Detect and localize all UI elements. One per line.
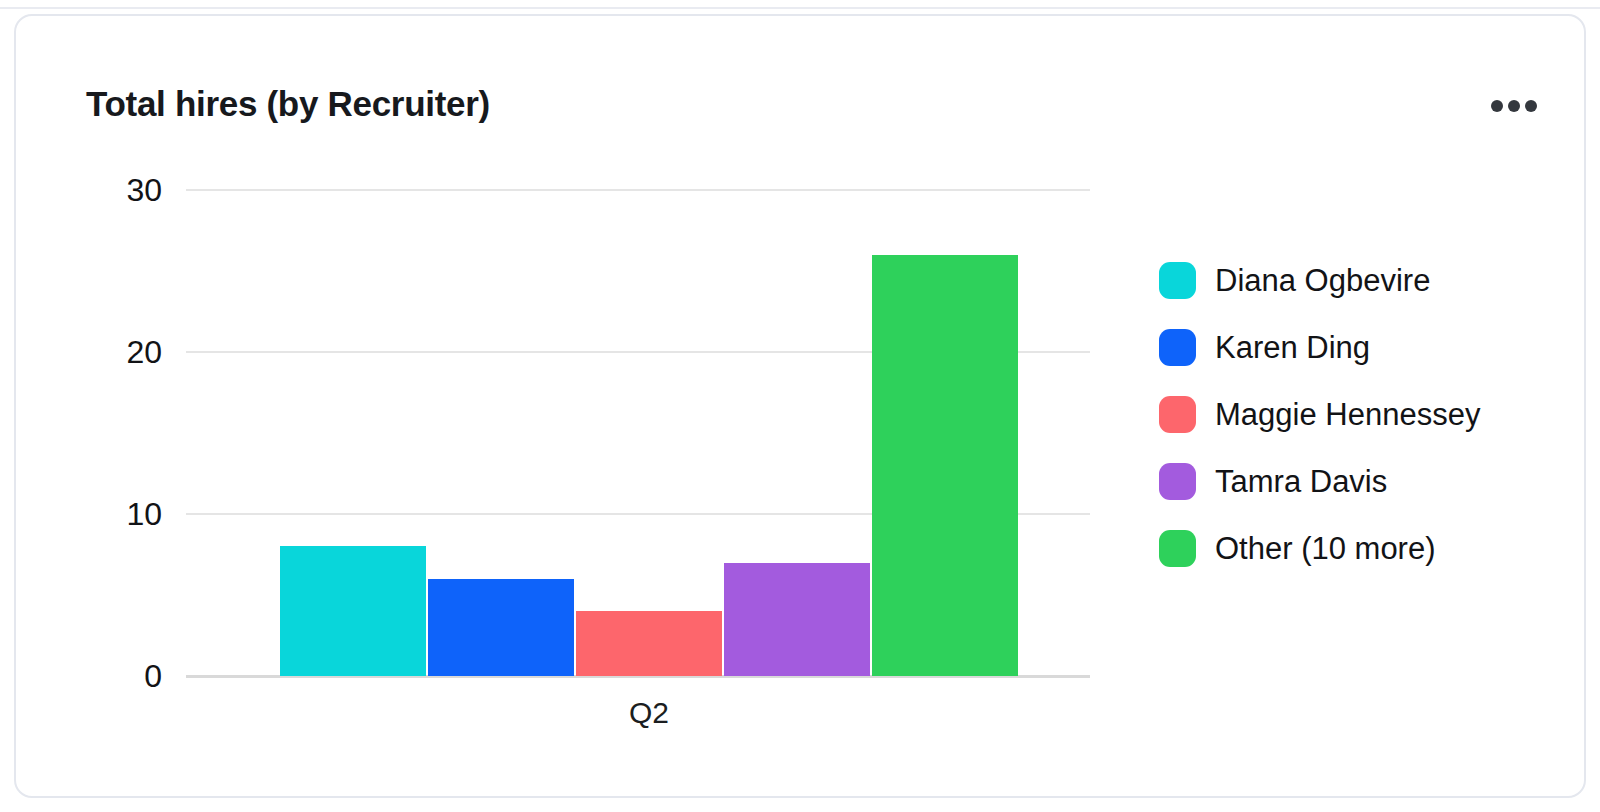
legend-item-other-10-more[interactable]: Other (10 more) xyxy=(1159,530,1480,567)
legend-swatch-icon xyxy=(1159,396,1196,433)
legend-swatch-icon xyxy=(1159,262,1196,299)
legend-item-diana-ogbevire[interactable]: Diana Ogbevire xyxy=(1159,262,1480,299)
chart-legend: Diana Ogbevire Karen Ding Maggie Hennessey… xyxy=(1159,262,1480,567)
bar-diana-ogbevire[interactable] xyxy=(280,546,426,676)
legend-item-maggie-hennessey[interactable]: Maggie Hennessey xyxy=(1159,396,1480,433)
legend-swatch-icon xyxy=(1159,530,1196,567)
bar-other-10-more[interactable] xyxy=(872,255,1018,676)
legend-item-karen-ding[interactable]: Karen Ding xyxy=(1159,329,1480,366)
legend-label: Diana Ogbevire xyxy=(1215,263,1430,299)
legend-label: Tamra Davis xyxy=(1215,464,1387,500)
legend-label: Maggie Hennessey xyxy=(1215,397,1480,433)
x-axis-category-label: Q2 xyxy=(280,696,1018,730)
bar-tamra-davis[interactable] xyxy=(724,563,870,676)
y-tick-label-20: 20 xyxy=(70,332,162,372)
bar-chart: 30 20 10 0 Q2 Diana Ogbevire Karen Ding Maggi… xyxy=(0,0,1600,812)
legend-item-tamra-davis[interactable]: Tamra Davis xyxy=(1159,463,1480,500)
y-tick-label-0: 0 xyxy=(70,656,162,696)
bar-maggie-hennessey[interactable] xyxy=(576,611,722,676)
legend-label: Karen Ding xyxy=(1215,330,1370,366)
legend-label: Other (10 more) xyxy=(1215,531,1436,567)
y-tick-label-10: 10 xyxy=(70,494,162,534)
gridline-y-30 xyxy=(186,189,1090,191)
bar-karen-ding[interactable] xyxy=(428,579,574,676)
y-tick-label-30: 30 xyxy=(70,170,162,210)
legend-swatch-icon xyxy=(1159,329,1196,366)
legend-swatch-icon xyxy=(1159,463,1196,500)
